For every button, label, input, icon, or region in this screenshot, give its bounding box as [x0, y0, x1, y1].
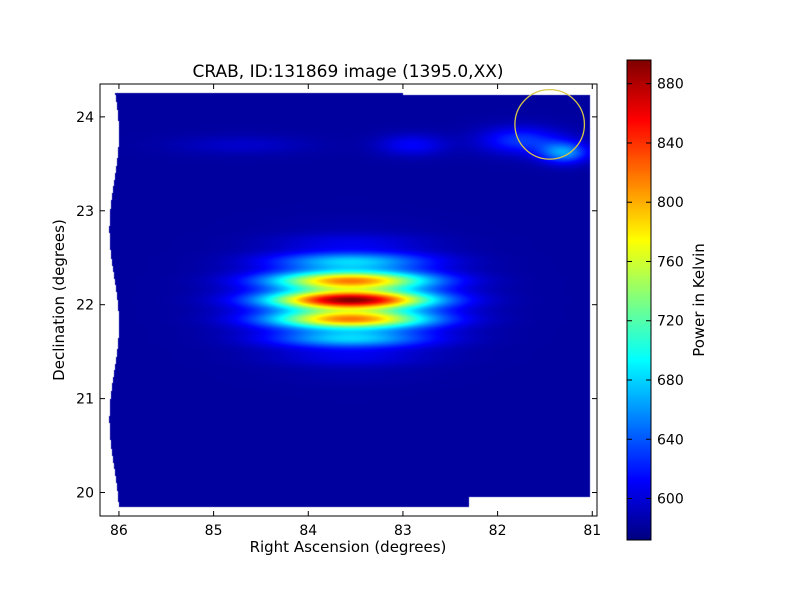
x-tick-label: 86	[110, 523, 128, 539]
y-tick-label: 22	[76, 298, 94, 314]
colorbar-tick-label: 880	[657, 77, 684, 93]
x-tick-label: 85	[205, 523, 223, 539]
colorbar-axis: 600 640 680 720 760 800 840 880	[627, 77, 684, 508]
x-axis: 86 85 84 83 82 81	[110, 84, 601, 539]
x-tick-label: 82	[489, 523, 507, 539]
chart-title: CRAB, ID:131869 image (1395.0,XX)	[192, 62, 503, 82]
colorbar-frame	[626, 59, 652, 541]
colorbar-tick-label: 800	[657, 195, 684, 211]
x-tick-label: 81	[583, 523, 601, 539]
source-circle-marker	[514, 88, 586, 160]
y-axis-label: Declination (degrees)	[50, 219, 68, 381]
y-tick-label: 20	[76, 486, 94, 502]
colorbar-tick-label: 640	[657, 432, 684, 448]
x-tick-label: 83	[394, 523, 412, 539]
x-tick-label: 84	[299, 523, 317, 539]
colorbar-tick-label: 720	[657, 314, 684, 330]
colorbar-tick-label: 760	[657, 254, 684, 270]
y-tick-label: 24	[76, 110, 94, 126]
heatmap-image	[100, 84, 597, 516]
colorbar-tick-label: 840	[657, 136, 684, 152]
y-axis: 20 21 22 23 24	[76, 110, 597, 502]
y-tick-label: 21	[76, 392, 94, 408]
colorbar-tick-label: 600	[657, 492, 684, 508]
plot-frame	[99, 83, 598, 517]
colorbar-tick-label: 680	[657, 373, 684, 389]
x-axis-label: Right Ascension (degrees)	[250, 538, 447, 556]
colorbar-gradient	[627, 60, 651, 540]
y-tick-label: 23	[76, 204, 94, 220]
colorbar-label: Power in Kelvin	[690, 243, 708, 357]
